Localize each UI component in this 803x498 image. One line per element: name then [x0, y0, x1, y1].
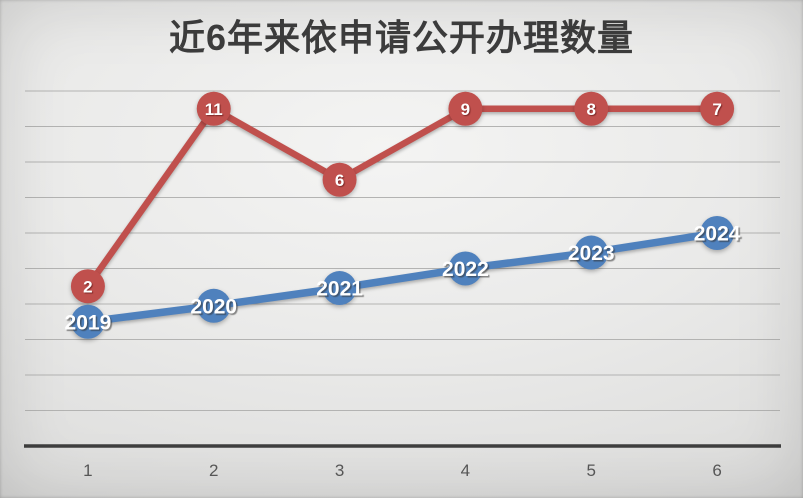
red-series-marker	[70, 269, 105, 304]
red-series-data-label: 7	[712, 100, 721, 119]
blue-series-data-label: 2022	[442, 258, 489, 281]
x-tick-label: 3	[335, 461, 344, 480]
red-series-marker	[448, 91, 483, 126]
x-tick-label: 5	[587, 461, 596, 480]
red-series-marker	[196, 91, 231, 126]
red-series-data-label: 6	[335, 171, 344, 190]
blue-series-data-label: 2024	[694, 223, 741, 246]
red-series-data-label: 8	[587, 100, 596, 119]
blue-series-line	[84, 229, 721, 326]
red-series-data-label: 2	[83, 277, 92, 296]
blue-series-data-label: 2020	[190, 295, 237, 318]
x-tick-label: 6	[712, 461, 721, 480]
red-series-marker	[700, 91, 735, 126]
blue-series-marker	[196, 288, 231, 323]
red-series-data-label: 11	[205, 100, 223, 119]
x-tick-label: 4	[461, 461, 470, 480]
chart-title: 近6年来依申请公开办理数量	[168, 17, 635, 58]
x-tick-label: 2	[209, 461, 218, 480]
red-series-marker	[322, 162, 357, 197]
blue-series-marker	[448, 251, 483, 286]
blue-series-marker	[700, 216, 735, 250]
blue-series-marker	[574, 235, 609, 270]
red-series-line	[84, 105, 721, 290]
blue-series-data-label: 2023	[568, 242, 615, 265]
blue-series-data-label: 2019	[65, 311, 112, 334]
red-series-marker	[574, 91, 609, 126]
red-series-data-label: 9	[461, 100, 470, 119]
x-tick-label: 1	[83, 461, 92, 480]
blue-series-marker	[70, 304, 105, 339]
blue-series-data-label: 2021	[316, 278, 363, 301]
blue-series-marker	[322, 271, 357, 306]
